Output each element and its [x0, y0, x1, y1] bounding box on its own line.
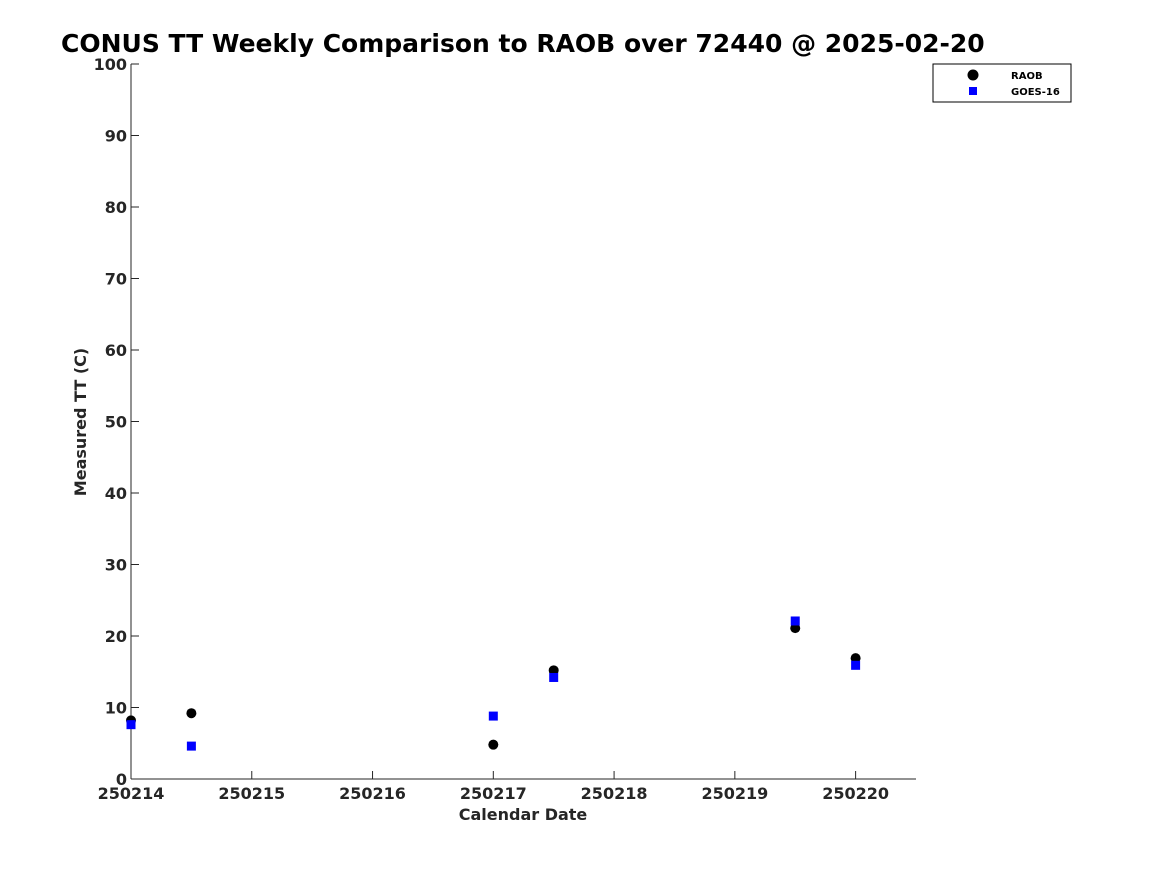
- legend: RAOB GOES-16: [932, 63, 1072, 103]
- raob-point: [850, 653, 861, 664]
- y-tick-label: 0: [116, 770, 127, 789]
- goes16-point: [549, 672, 559, 682]
- x-axis-label: Calendar Date: [459, 805, 588, 824]
- goes16-point: [851, 660, 861, 670]
- y-tick-label: 50: [105, 413, 127, 432]
- legend-entries: RAOB GOES-16: [967, 69, 1060, 98]
- x-ticks: 250214 250215 250216 250217 250218 250219 2502…: [98, 771, 889, 803]
- raob-point: [790, 623, 801, 634]
- x-tick-label: 250215: [218, 784, 285, 803]
- x-tick-label: 250220: [822, 784, 889, 803]
- raob-point: [488, 739, 499, 750]
- goes16-point: [488, 711, 498, 721]
- y-ticks: 0 10 20 30 40 50 60 70 80 90 100: [94, 55, 139, 789]
- goes16-point: [790, 616, 800, 626]
- legend-box: [932, 63, 1072, 103]
- y-tick-label: 20: [105, 627, 127, 646]
- raob-point: [186, 708, 197, 719]
- y-tick-label: 80: [105, 198, 127, 217]
- goes16-point: [186, 741, 196, 751]
- x-tick-label: 250217: [460, 784, 527, 803]
- y-tick-label: 30: [105, 556, 127, 575]
- chart-title: CONUS TT Weekly Comparison to RAOB over …: [61, 29, 985, 58]
- goes16-point: [126, 720, 136, 730]
- data-markers: [126, 616, 861, 751]
- legend-label: GOES-16: [1011, 87, 1060, 98]
- x-tick-label: 250219: [701, 784, 768, 803]
- y-tick-label: 100: [94, 55, 127, 74]
- y-tick-label: 90: [105, 127, 127, 146]
- y-tick-label: 60: [105, 341, 127, 360]
- legend-goes16-marker: [969, 87, 977, 95]
- x-tick-label: 250216: [339, 784, 406, 803]
- y-tick-label: 40: [105, 484, 127, 503]
- raob-point: [548, 665, 559, 676]
- y-tick-label: 10: [105, 699, 127, 718]
- y-tick-label: 70: [105, 270, 127, 289]
- legend-raob-marker: [967, 69, 979, 81]
- x-tick-label: 250218: [581, 784, 648, 803]
- x-tick-label: 250214: [98, 784, 165, 803]
- legend-label: RAOB: [1011, 71, 1043, 82]
- y-axis-label: Measured TT (C): [71, 348, 90, 496]
